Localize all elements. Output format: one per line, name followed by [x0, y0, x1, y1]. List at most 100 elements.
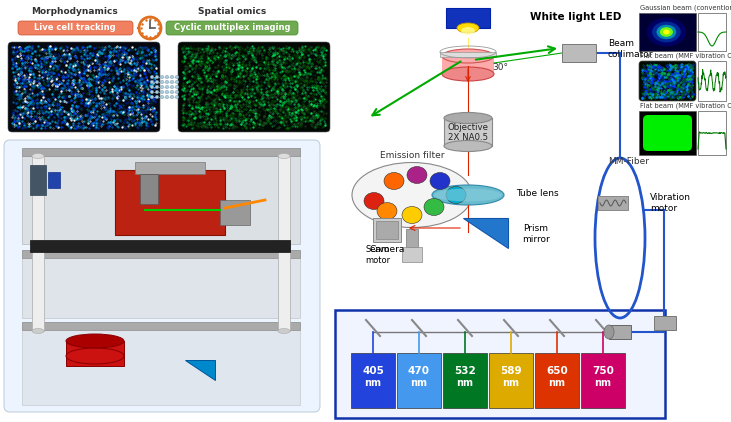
- Circle shape: [165, 95, 169, 99]
- Ellipse shape: [444, 141, 492, 151]
- Ellipse shape: [604, 325, 614, 339]
- Bar: [351, 353, 395, 408]
- Ellipse shape: [652, 22, 681, 42]
- Bar: [698, 111, 726, 155]
- Text: nm: nm: [594, 378, 612, 388]
- Circle shape: [160, 95, 164, 99]
- Circle shape: [170, 95, 174, 99]
- Ellipse shape: [66, 348, 124, 364]
- Bar: [609, 325, 631, 339]
- Text: 589: 589: [500, 366, 522, 376]
- Bar: [335, 310, 665, 418]
- Polygon shape: [463, 218, 508, 248]
- Ellipse shape: [384, 173, 404, 189]
- Circle shape: [165, 75, 169, 78]
- Ellipse shape: [407, 167, 427, 184]
- Bar: [32, 156, 44, 331]
- Text: 405: 405: [362, 366, 384, 376]
- Text: Camera: Camera: [369, 246, 405, 254]
- Bar: [30, 240, 290, 252]
- Text: Live cell tracking: Live cell tracking: [34, 24, 115, 32]
- Bar: [442, 56, 494, 74]
- Circle shape: [151, 85, 154, 89]
- Circle shape: [175, 85, 178, 89]
- Ellipse shape: [457, 23, 479, 33]
- Circle shape: [151, 95, 154, 99]
- Bar: [440, 52, 496, 57]
- FancyBboxPatch shape: [4, 140, 320, 412]
- Text: nm: nm: [365, 378, 382, 388]
- FancyBboxPatch shape: [643, 115, 692, 151]
- FancyBboxPatch shape: [639, 61, 696, 101]
- Text: Flat beam (MMF vibration ON): Flat beam (MMF vibration ON): [640, 103, 731, 109]
- Text: Prism
mirror: Prism mirror: [522, 225, 550, 243]
- Text: Flat beam (MMF vibration OFF): Flat beam (MMF vibration OFF): [640, 53, 731, 59]
- Bar: [654, 316, 676, 330]
- Circle shape: [175, 95, 178, 99]
- Circle shape: [175, 90, 178, 94]
- Bar: [489, 353, 533, 408]
- Circle shape: [155, 85, 159, 89]
- Circle shape: [155, 90, 159, 94]
- Ellipse shape: [444, 113, 492, 124]
- Text: White light LED: White light LED: [530, 12, 621, 22]
- Text: nm: nm: [456, 378, 474, 388]
- Circle shape: [151, 75, 154, 78]
- Bar: [639, 111, 696, 155]
- Text: Cyclic multiplex imaging: Cyclic multiplex imaging: [174, 24, 290, 32]
- Ellipse shape: [364, 192, 384, 209]
- Bar: [135, 162, 205, 174]
- Text: Morphodynamics: Morphodynamics: [31, 8, 118, 16]
- Bar: [446, 8, 490, 28]
- Ellipse shape: [66, 334, 124, 348]
- Text: Emission filter: Emission filter: [379, 151, 444, 160]
- Text: 470: 470: [408, 366, 430, 376]
- Bar: [562, 44, 596, 62]
- Bar: [115, 170, 225, 235]
- Bar: [22, 330, 300, 405]
- Bar: [443, 353, 487, 408]
- Circle shape: [155, 95, 159, 99]
- Ellipse shape: [446, 187, 466, 203]
- Circle shape: [151, 80, 154, 84]
- Circle shape: [160, 90, 164, 94]
- Ellipse shape: [656, 25, 676, 39]
- Ellipse shape: [32, 328, 44, 333]
- Circle shape: [160, 80, 164, 84]
- Bar: [397, 353, 441, 408]
- Bar: [598, 196, 628, 210]
- Ellipse shape: [432, 185, 504, 205]
- Ellipse shape: [660, 27, 673, 37]
- Text: Tube lens: Tube lens: [516, 189, 558, 197]
- Polygon shape: [185, 360, 215, 380]
- Text: nm: nm: [411, 378, 428, 388]
- Text: Servo
motor: Servo motor: [365, 245, 390, 265]
- Circle shape: [165, 90, 169, 94]
- Ellipse shape: [278, 328, 290, 333]
- FancyBboxPatch shape: [166, 21, 298, 35]
- Ellipse shape: [663, 30, 670, 35]
- Text: MM-Fiber: MM-Fiber: [608, 157, 649, 167]
- Circle shape: [170, 75, 174, 78]
- Text: Beam
collimator: Beam collimator: [608, 39, 654, 59]
- Circle shape: [170, 85, 174, 89]
- Text: nm: nm: [548, 378, 566, 388]
- Bar: [535, 353, 579, 408]
- Text: 2X NA0.5: 2X NA0.5: [448, 133, 488, 141]
- Bar: [639, 13, 696, 51]
- Text: 750: 750: [592, 366, 614, 376]
- Circle shape: [165, 80, 169, 84]
- Text: 532: 532: [454, 366, 476, 376]
- Circle shape: [175, 80, 178, 84]
- Ellipse shape: [402, 206, 422, 224]
- Bar: [406, 229, 418, 247]
- Ellipse shape: [32, 154, 44, 159]
- Text: 650: 650: [546, 366, 568, 376]
- Ellipse shape: [461, 27, 475, 35]
- Text: Spatial omics: Spatial omics: [198, 8, 266, 16]
- Ellipse shape: [442, 67, 494, 81]
- Bar: [22, 148, 300, 156]
- Ellipse shape: [442, 49, 494, 63]
- FancyBboxPatch shape: [178, 42, 330, 132]
- Circle shape: [151, 90, 154, 94]
